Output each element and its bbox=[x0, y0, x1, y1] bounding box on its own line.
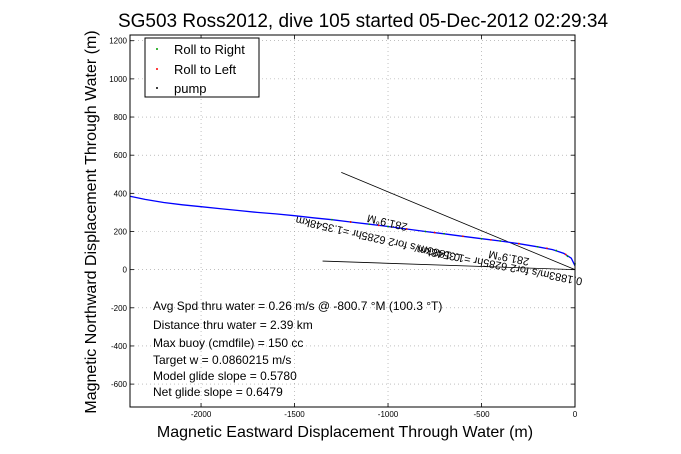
axes-frame bbox=[129, 34, 576, 408]
roll-right-point bbox=[368, 223, 371, 226]
legend-entry-roll-left: Roll to Left bbox=[174, 62, 237, 77]
x-tick-label: 0 bbox=[573, 410, 578, 419]
roll-right-point bbox=[424, 230, 427, 233]
x-tick-label: -1500 bbox=[284, 410, 305, 419]
annotation-max-buoy: Max buoy (cmdfile) = 150 cc bbox=[153, 336, 303, 350]
roll-left-point bbox=[564, 253, 567, 256]
roll-left-point bbox=[405, 228, 408, 230]
annotation-model-glide: Model glide slope = 0.5780 bbox=[153, 369, 297, 383]
roll-right-point bbox=[443, 232, 446, 235]
y-tick-label: 600 bbox=[114, 151, 128, 160]
y-tick-label: -600 bbox=[111, 380, 128, 389]
x-tick-label: -1000 bbox=[378, 410, 399, 419]
roll-right-point bbox=[555, 249, 558, 252]
y-tick-label: 200 bbox=[114, 227, 128, 236]
roll-right-point bbox=[499, 240, 502, 242]
legend-marker-roll-right bbox=[156, 48, 158, 50]
y-axis-label: Magnetic Northward Displacement Through … bbox=[83, 30, 100, 413]
annotation-avg-speed: Avg Spd thru water = 0.26 m/s @ -800.7 °… bbox=[153, 299, 442, 313]
legend-entry-roll-right: Roll to Right bbox=[174, 42, 245, 57]
roll-left-point bbox=[377, 224, 380, 227]
roll-left-point bbox=[461, 235, 464, 238]
x-tick-label: -500 bbox=[474, 410, 491, 419]
annotation-distance: Distance thru water = 2.39 km bbox=[153, 318, 313, 332]
statistics-annotations: Avg Spd thru water = 0.26 m/s @ -800.7 °… bbox=[153, 299, 442, 399]
roll-right-point bbox=[480, 237, 483, 240]
roll-right-point bbox=[566, 255, 569, 258]
tick-labels: -2000 -1500 -1000 -500 0-600-400-20002004006… bbox=[109, 35, 578, 419]
legend-marker-roll-left bbox=[156, 68, 158, 70]
y-tick-label: 400 bbox=[114, 189, 128, 198]
y-tick-label: 800 bbox=[114, 113, 128, 122]
roll-right-point bbox=[331, 218, 333, 221]
annotation-net-glide: Net glide slope = 0.6479 bbox=[153, 385, 283, 399]
y-tick-label: 0 bbox=[123, 266, 128, 275]
y-tick-label: 1200 bbox=[109, 37, 127, 46]
roll-left-point bbox=[489, 238, 492, 241]
vector-line-2 bbox=[322, 260, 576, 271]
legend-entry-pump: pump bbox=[174, 81, 207, 96]
vector-line-1 bbox=[341, 171, 576, 271]
legend: Roll to Right Roll to Left pump bbox=[144, 37, 260, 98]
roll-right-point bbox=[536, 245, 539, 248]
y-tick-label: 1000 bbox=[109, 75, 127, 84]
roll-left-point bbox=[433, 231, 436, 234]
annotation-target-w: Target w = 0.0860215 m/s bbox=[153, 353, 291, 367]
x-tick-label: -2000 bbox=[191, 410, 212, 419]
legend-marker-pump bbox=[156, 87, 158, 89]
roll-left-point bbox=[546, 247, 548, 250]
x-axis-label: Magnetic Eastward Displacement Through W… bbox=[157, 424, 533, 441]
chart-title: SG503 Ross2012, dive 105 started 05-Dec-… bbox=[118, 11, 609, 32]
roll-right-point bbox=[387, 225, 389, 228]
y-tick-label: -200 bbox=[111, 304, 128, 313]
roll-left-point bbox=[518, 242, 520, 245]
roll-left-point bbox=[349, 221, 352, 223]
y-tick-label: -400 bbox=[111, 342, 128, 351]
legend-box bbox=[144, 37, 260, 98]
